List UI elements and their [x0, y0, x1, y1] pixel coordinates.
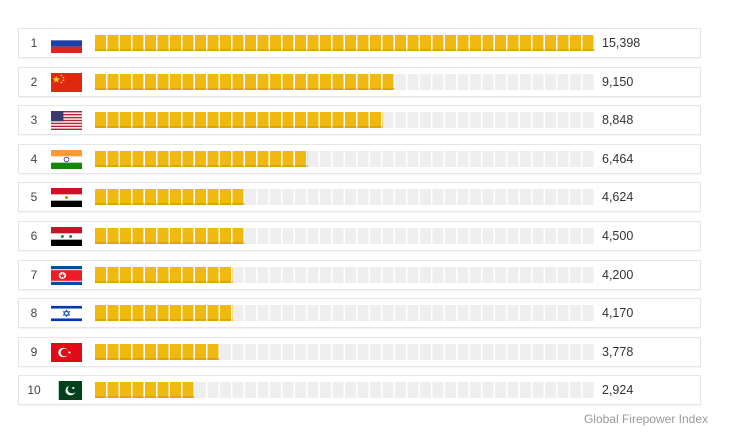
bar: [95, 227, 245, 244]
value-label: 4,500: [602, 228, 634, 243]
value-label: 2,924: [602, 383, 634, 398]
bar: [95, 305, 233, 322]
rank-label: 6: [30, 228, 38, 243]
bar-row: 10 2,924: [18, 375, 701, 406]
chart-container: 1 15,398 2 9,150 3 8,848 4 6,464 5 4,624 6 4,500 7 4,…: [18, 28, 701, 414]
bar-track: [95, 305, 595, 322]
rank-label: 9: [30, 344, 38, 359]
turkey-flag-icon: [51, 342, 82, 362]
north-korea-flag-icon: [51, 265, 82, 285]
india-flag-icon: [51, 149, 82, 169]
bar-track: [95, 150, 595, 167]
syria-flag-icon: [51, 226, 82, 246]
bar-track: [95, 266, 595, 283]
rank-label: 3: [30, 113, 38, 128]
rank-label: 10: [27, 383, 41, 398]
rank-label: 8: [30, 306, 38, 321]
russia-flag-icon: [51, 34, 82, 53]
bar-row: 6 4,500: [18, 220, 701, 251]
value-label: 4,170: [602, 306, 634, 321]
bar-track: [95, 343, 595, 360]
bar-track: [95, 35, 595, 51]
rank-label: 1: [30, 36, 38, 50]
value-label: 8,848: [602, 113, 634, 128]
value-label: 9,150: [602, 74, 634, 89]
bar-row: 2 9,150: [18, 66, 701, 97]
value-label: 6,464: [602, 151, 634, 166]
value-label: 3,778: [602, 344, 634, 359]
bar: [95, 112, 383, 129]
rank-label: 2: [30, 74, 38, 89]
value-label: 15,398: [602, 36, 641, 50]
bar: [95, 266, 233, 283]
bar-row: 4 6,464: [18, 143, 701, 174]
china-flag-icon: [51, 72, 82, 92]
bar: [95, 189, 245, 206]
bar-row: 3 8,848: [18, 105, 701, 136]
bar: [95, 73, 395, 90]
bar-row: 5 4,624: [18, 182, 701, 213]
value-label: 4,200: [602, 267, 634, 282]
value-label: 4,624: [602, 190, 634, 205]
bar: [95, 343, 220, 360]
rank-label: 4: [30, 151, 38, 166]
usa-flag-icon: [51, 111, 82, 131]
bar-row: 1 15,398: [18, 28, 701, 58]
rank-label: 7: [30, 267, 38, 282]
bar-track: [95, 382, 595, 399]
bar-track: [95, 189, 595, 206]
bar-track: [95, 112, 595, 129]
bar: [95, 150, 308, 167]
bar: [95, 382, 195, 399]
pakistan-flag-icon: [51, 381, 82, 401]
bar-track: [95, 227, 595, 244]
egypt-flag-icon: [51, 188, 82, 208]
rank-label: 5: [30, 190, 38, 205]
source-label: Global Firepower Index: [583, 412, 708, 426]
bar-row: 8 4,170: [18, 298, 701, 329]
bar-row: 9 3,778: [18, 336, 701, 367]
bar-row: 7 4,200: [18, 259, 701, 290]
bar: [95, 35, 595, 51]
israel-flag-icon: [51, 304, 82, 324]
bar-track: [95, 73, 595, 90]
